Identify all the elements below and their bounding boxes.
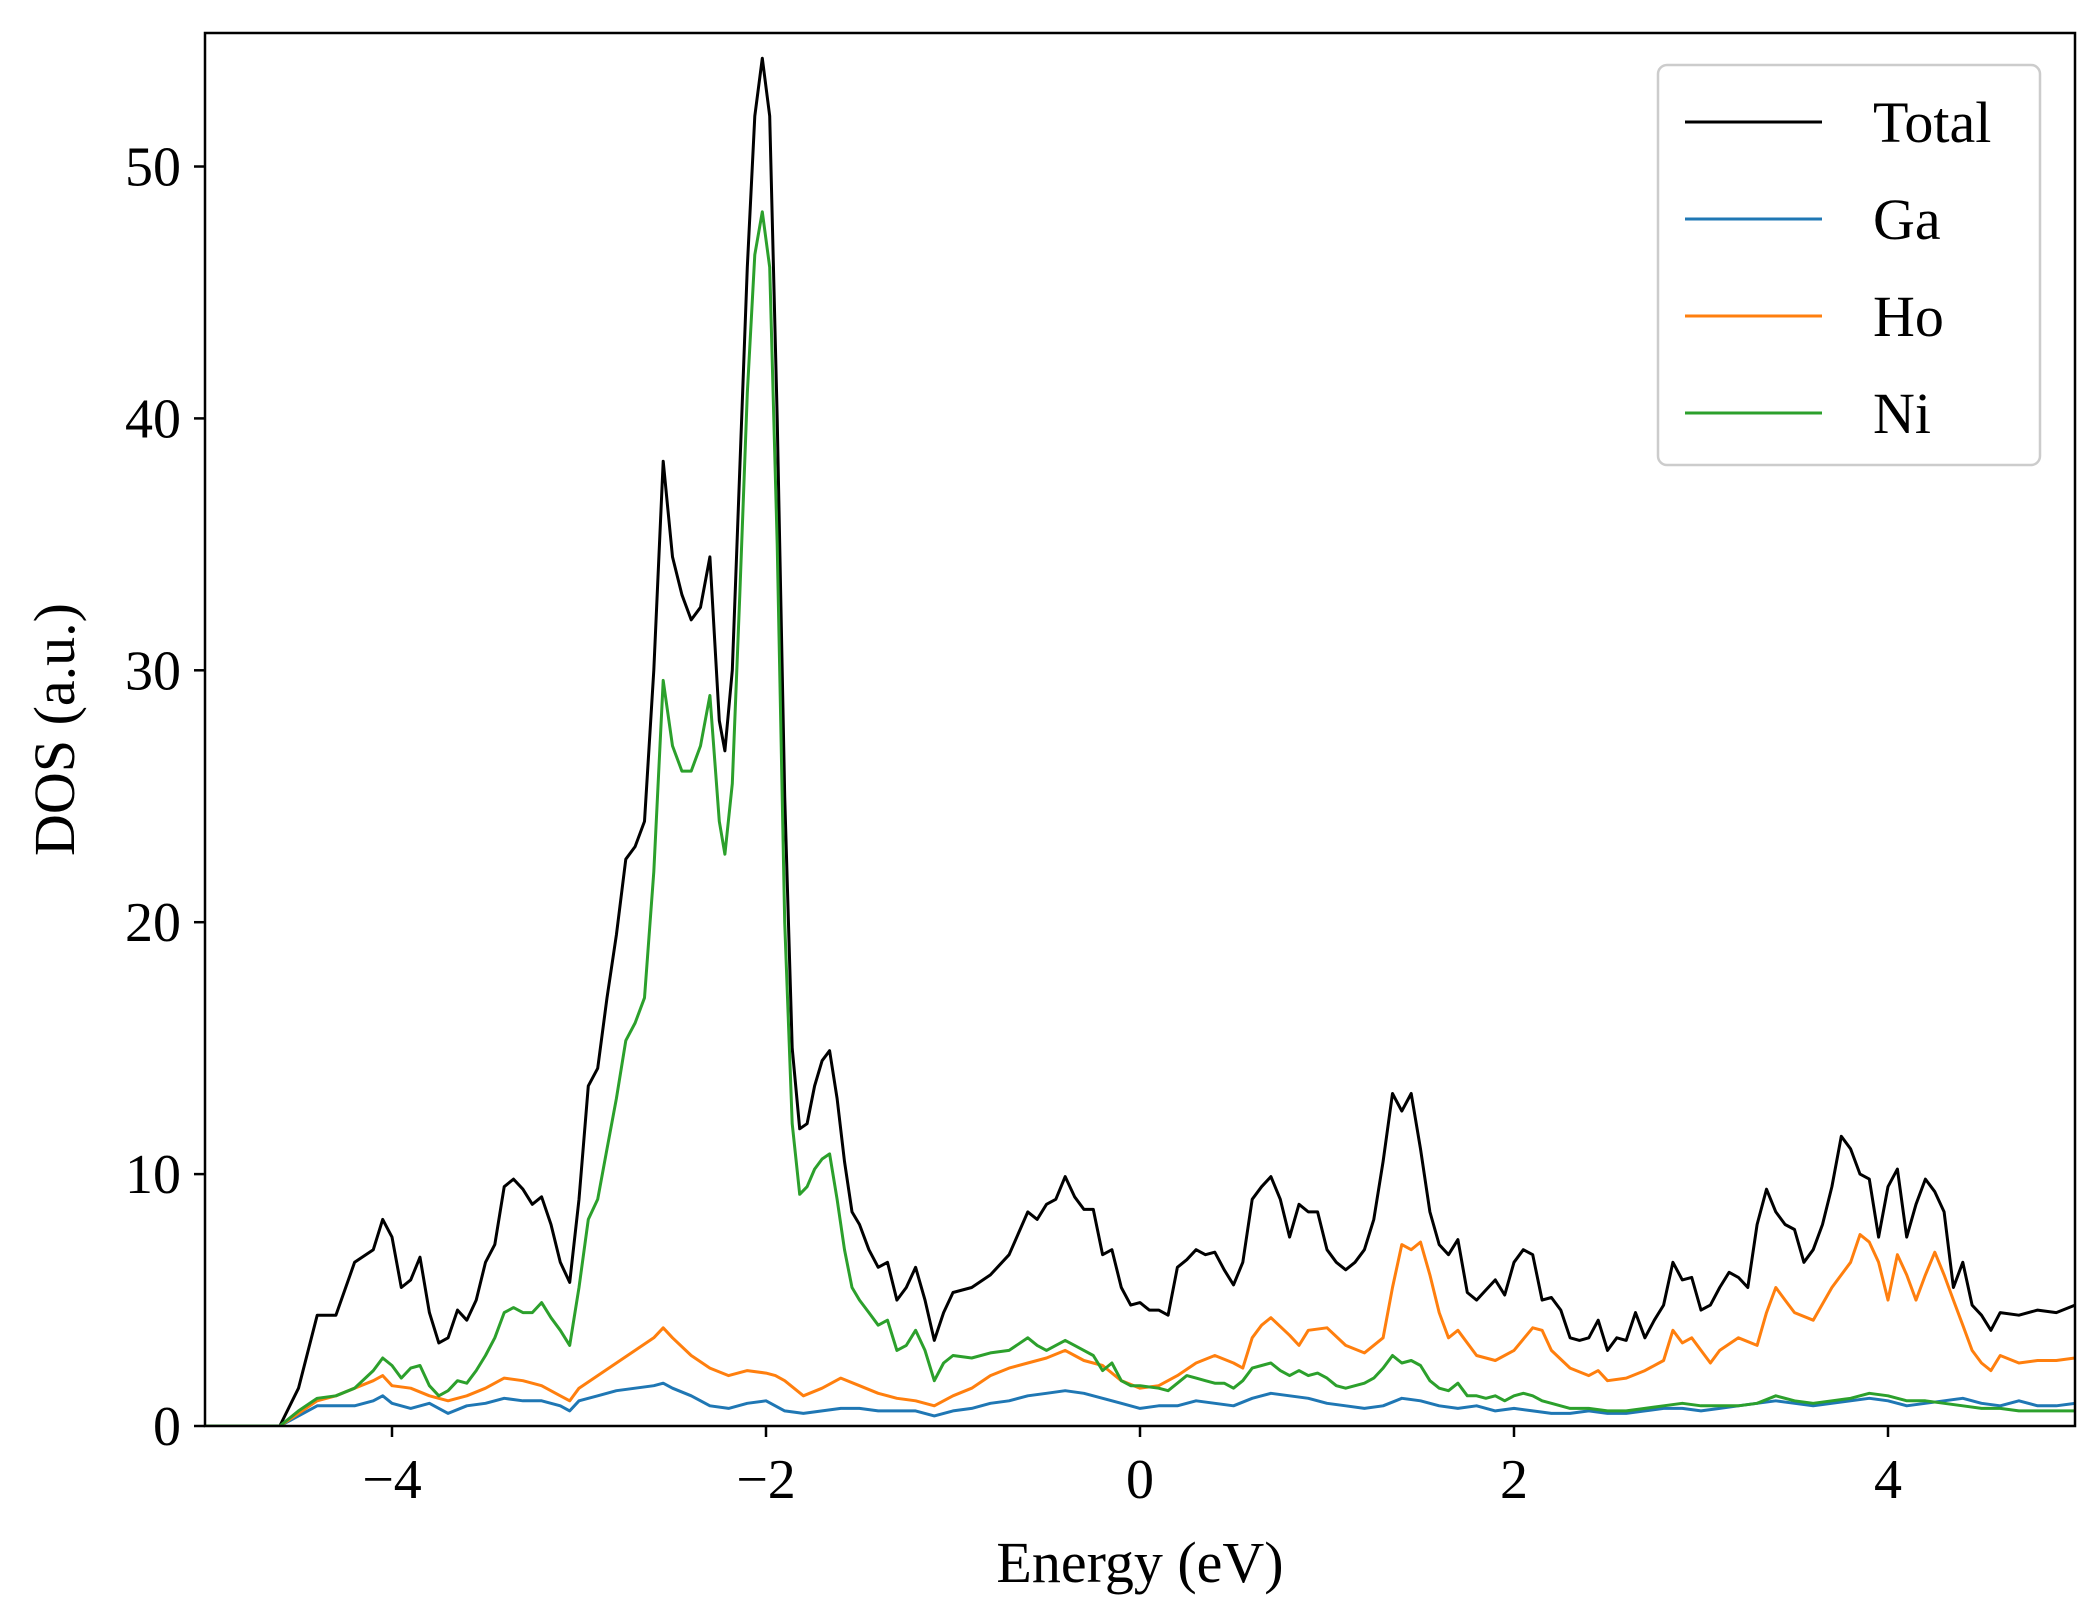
legend-label-ni: Ni xyxy=(1873,381,1931,446)
y-tick-label: 40 xyxy=(125,388,181,450)
series-line-ga xyxy=(205,1381,2075,1426)
legend-label-ho: Ho xyxy=(1873,284,1944,349)
y-tick-label: 0 xyxy=(153,1396,181,1458)
series-line-ni xyxy=(205,210,2075,1426)
y-tick-label: 20 xyxy=(125,892,181,954)
x-tick-label: −2 xyxy=(736,1449,796,1511)
legend-label-ga: Ga xyxy=(1873,187,1941,252)
y-tick-label: 10 xyxy=(125,1144,181,1206)
x-axis-ticks: −4 −2 0 2 4 xyxy=(362,1426,1902,1511)
y-tick-label: 50 xyxy=(125,137,181,199)
x-tick-label: 4 xyxy=(1874,1449,1902,1511)
series-line-total xyxy=(205,56,2075,1426)
x-axis-label: Energy (eV) xyxy=(996,1530,1283,1595)
legend: Total Ga Ho Ni xyxy=(1656,63,2042,467)
series-line-ho xyxy=(205,1233,2075,1426)
plot-lines xyxy=(205,56,2075,1426)
y-axis-label: DOS (a.u.) xyxy=(22,603,87,856)
legend-label-total: Total xyxy=(1873,90,1991,155)
y-axis-ticks: 0 10 20 30 40 50 xyxy=(125,137,205,1458)
x-tick-label: −4 xyxy=(362,1449,422,1511)
legend-box xyxy=(1656,63,2042,467)
y-tick-label: 30 xyxy=(125,640,181,702)
x-tick-label: 0 xyxy=(1126,1449,1154,1511)
x-tick-label: 2 xyxy=(1500,1449,1528,1511)
